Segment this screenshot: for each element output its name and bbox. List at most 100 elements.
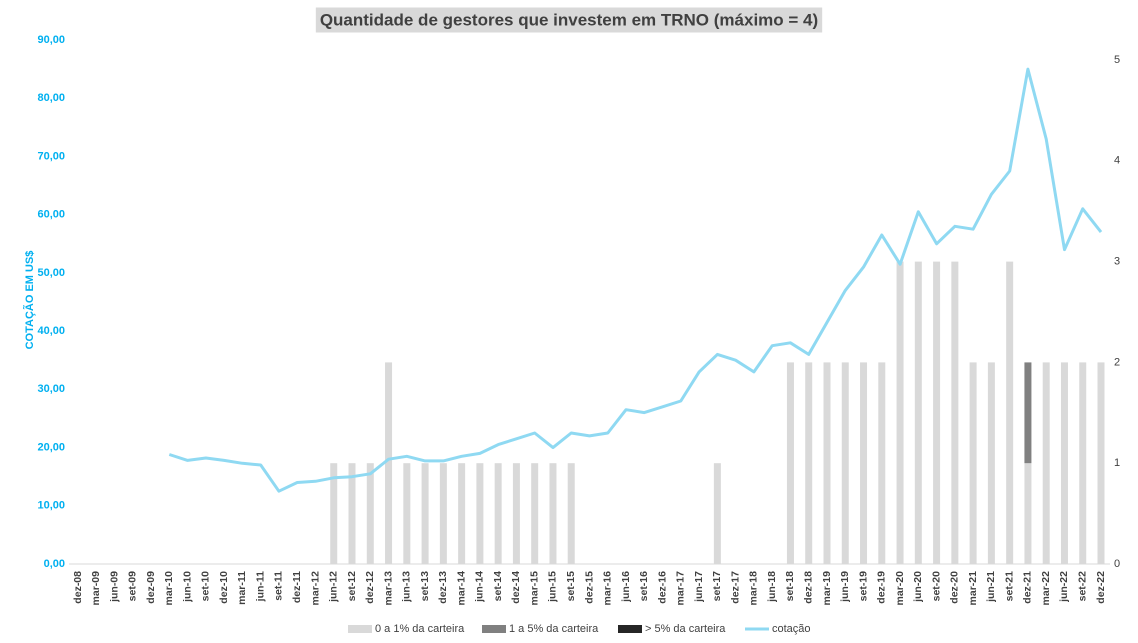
y2-tick-label: 4 <box>1114 155 1120 167</box>
x-tick-label: set-22 <box>1077 571 1089 602</box>
x-tick-label: jun-20 <box>912 571 924 603</box>
bar <box>805 362 813 564</box>
x-tick-label: mar-22 <box>1040 571 1052 606</box>
bar <box>713 463 721 564</box>
x-tick-label: mar-18 <box>748 571 760 606</box>
chart-title: Quantidade de gestores que investem em T… <box>320 10 818 29</box>
x-tick-label: set-12 <box>346 571 358 602</box>
legend-label: > 5% da carteira <box>645 623 726 635</box>
x-tick-label: jun-21 <box>985 571 997 603</box>
x-tick-label: mar-13 <box>382 571 394 606</box>
y-tick-label: 40,00 <box>37 325 65 337</box>
bar <box>366 463 374 564</box>
x-tick-label: set-17 <box>711 571 723 602</box>
y-tick-label: 20,00 <box>37 441 65 453</box>
bar <box>823 362 831 564</box>
x-tick-label: jun-11 <box>254 571 266 603</box>
x-tick-label: dez-13 <box>437 571 449 604</box>
x-tick-label: mar-11 <box>236 571 248 605</box>
legend-label: 1 a 5% da carteira <box>509 623 599 635</box>
y2-tick-label: 1 <box>1114 457 1120 469</box>
y-tick-label: 80,00 <box>37 92 65 104</box>
bar <box>951 261 959 564</box>
line <box>168 67 1103 493</box>
x-tick-label: dez-19 <box>876 571 888 604</box>
x-tick-label: dez-15 <box>583 571 595 604</box>
x-tick-label: mar-20 <box>894 571 906 606</box>
bar <box>1024 463 1032 564</box>
x-tick-label: jun-22 <box>1058 571 1070 603</box>
x-tick-label: set-18 <box>784 571 796 602</box>
x-tick-label: dez-10 <box>218 571 230 604</box>
bar <box>860 362 868 564</box>
x-tick-label: jun-19 <box>839 571 851 603</box>
x-tick-label: dez-18 <box>802 571 814 604</box>
x-tick-label: set-10 <box>200 571 212 602</box>
bar <box>878 362 886 564</box>
x-tick-label: jun-18 <box>766 571 778 603</box>
legend-swatch <box>482 625 506 633</box>
x-tick-label: set-21 <box>1003 571 1015 602</box>
x-tick-label: jun-12 <box>328 571 340 603</box>
bar <box>1024 362 1032 464</box>
y-axis-label: COTAÇÃO EM US$ <box>23 251 36 350</box>
x-tick-label: set-19 <box>857 571 869 602</box>
bar <box>1006 261 1014 564</box>
bar <box>1060 362 1068 564</box>
bar <box>549 463 557 564</box>
x-tick-label: jun-15 <box>547 571 559 603</box>
x-tick-label: dez-17 <box>729 571 741 604</box>
y2-tick-label: 5 <box>1114 54 1120 66</box>
x-tick-label: jun-10 <box>181 571 193 603</box>
x-tick-label: dez-16 <box>656 571 668 604</box>
bar <box>1042 362 1050 564</box>
x-tick-label: mar-17 <box>675 571 687 606</box>
x-tick-label: set-14 <box>492 571 504 602</box>
y-tick-label: 70,00 <box>37 150 65 162</box>
bar <box>458 463 466 564</box>
bar <box>494 463 502 564</box>
bar <box>1097 362 1105 564</box>
y-tick-label: 0,00 <box>44 558 65 570</box>
y-tick-label: 10,00 <box>37 500 65 512</box>
bar <box>512 463 520 564</box>
x-tick-label: jun-16 <box>620 571 632 603</box>
title-background <box>315 7 823 33</box>
bar <box>439 463 447 564</box>
bar <box>896 261 904 564</box>
bar <box>1079 362 1087 564</box>
legend-swatch <box>348 625 372 633</box>
x-tick-label: dez-21 <box>1022 571 1034 604</box>
legend-label: 0 a 1% da carteira <box>375 623 465 635</box>
x-tick-label: dez-12 <box>364 571 376 604</box>
y-tick-label: 60,00 <box>37 209 65 221</box>
x-tick-label: mar-16 <box>602 571 614 606</box>
x-tick-label: set-09 <box>127 571 139 602</box>
y-tick-label: 50,00 <box>37 267 65 279</box>
bar <box>914 261 922 564</box>
x-tick-label: mar-12 <box>309 571 321 606</box>
x-tick-label: jun-09 <box>108 571 120 603</box>
bar <box>786 362 794 564</box>
bar <box>969 362 977 564</box>
x-tick-label: mar-15 <box>528 571 540 606</box>
x-tick-label: mar-14 <box>455 571 467 606</box>
bar <box>567 463 575 564</box>
x-tick-label: mar-19 <box>821 571 833 606</box>
x-tick-label: jun-13 <box>401 571 413 603</box>
legend-swatch <box>618 625 642 633</box>
y2-tick-label: 0 <box>1114 558 1120 570</box>
bar <box>330 463 338 564</box>
x-tick-label: dez-20 <box>949 571 961 604</box>
bar <box>987 362 995 564</box>
x-tick-label: set-15 <box>565 571 577 602</box>
x-tick-label: jun-17 <box>693 571 705 603</box>
x-tick-label: dez-14 <box>510 571 522 604</box>
x-tick-label: mar-10 <box>163 571 175 606</box>
x-tick-label: dez-09 <box>145 571 157 604</box>
bar <box>933 261 941 564</box>
bar <box>841 362 849 564</box>
x-tick-label: dez-08 <box>72 571 84 604</box>
legend-label: cotação <box>772 623 811 635</box>
